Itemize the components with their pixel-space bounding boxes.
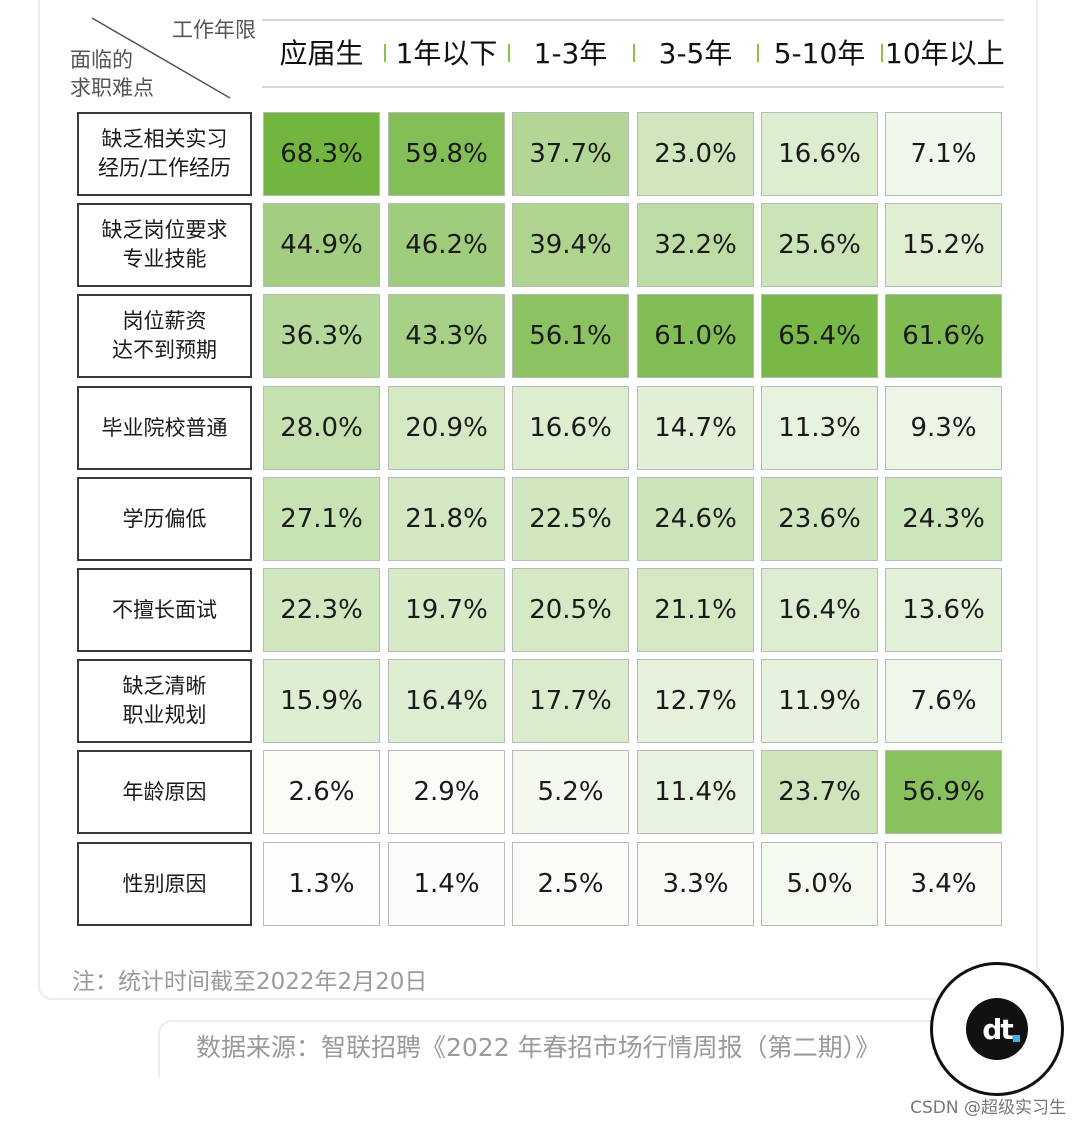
data-source: 数据来源：智联招聘《2022 年春招市场行情周报（第二期）》: [196, 1033, 881, 1062]
heatmap-cell: 46.2%: [388, 203, 505, 287]
column-header: 1-3年: [533, 37, 608, 70]
heatmap-cell: 15.2%: [885, 203, 1002, 287]
heatmap-cell: 24.6%: [637, 477, 754, 561]
heatmap-cell: 5.0%: [761, 842, 878, 926]
column-header: 应届生: [279, 37, 364, 70]
heatmap-cell: 15.9%: [263, 659, 380, 743]
logo-dot-icon: [1013, 1035, 1020, 1042]
heatmap-cell: 16.6%: [512, 386, 629, 470]
heatmap-cell: 11.3%: [761, 386, 878, 470]
corner-diagonal-line: [91, 17, 231, 99]
heatmap-cell: 36.3%: [263, 294, 380, 378]
card-frame: [38, 0, 1038, 1000]
heatmap-cell: 16.4%: [388, 659, 505, 743]
credit-text: CSDN @超级实习生: [910, 1098, 1066, 1118]
column-header: 10年以上: [885, 37, 1005, 70]
heatmap-cell: 56.1%: [512, 294, 629, 378]
heatmap-cell: 39.4%: [512, 203, 629, 287]
row-label: 缺乏相关实习 经历/工作经历: [77, 112, 252, 196]
heatmap-cell: 43.3%: [388, 294, 505, 378]
heatmap-cell: 22.3%: [263, 568, 380, 652]
heatmap-cell: 65.4%: [761, 294, 878, 378]
heatmap-cell: 23.0%: [637, 112, 754, 196]
heatmap-cell: 3.4%: [885, 842, 1002, 926]
heatmap-cell: 25.6%: [761, 203, 878, 287]
heatmap-cell: 3.3%: [637, 842, 754, 926]
heatmap-cell: 11.9%: [761, 659, 878, 743]
column-separator: [508, 44, 510, 62]
source-frame: [158, 1020, 1038, 1078]
heatmap-cell: 61.6%: [885, 294, 1002, 378]
corner-row-title: 面临的 求职难点: [70, 48, 154, 100]
logo-mark: dt: [966, 998, 1028, 1060]
heatmap-cell: 28.0%: [263, 386, 380, 470]
column-header: 3-5年: [658, 37, 733, 70]
heatmap-cell: 1.3%: [263, 842, 380, 926]
row-label: 缺乏清晰 职业规划: [77, 659, 252, 743]
row-label: 毕业院校普通: [77, 386, 252, 470]
heatmap-cell: 44.9%: [263, 203, 380, 287]
heatmap-cell: 68.3%: [263, 112, 380, 196]
row-label: 岗位薪资 达不到预期: [77, 294, 252, 378]
row-label: 学历偏低: [77, 477, 252, 561]
heatmap-cell: 20.5%: [512, 568, 629, 652]
heatmap-cell: 21.1%: [637, 568, 754, 652]
heatmap-cell: 56.9%: [885, 750, 1002, 834]
heatmap-cell: 27.1%: [263, 477, 380, 561]
column-separator: [384, 44, 386, 62]
heatmap-cell: 5.2%: [512, 750, 629, 834]
header-bottom-rule: [262, 86, 1004, 88]
heatmap-cell: 17.7%: [512, 659, 629, 743]
heatmap-cell: 61.0%: [637, 294, 754, 378]
corner-column-title: 工作年限: [172, 18, 256, 42]
heatmap-cell: 23.7%: [761, 750, 878, 834]
heatmap-cell: 2.9%: [388, 750, 505, 834]
column-header: 1年以下: [395, 37, 498, 70]
heatmap-cell: 12.7%: [637, 659, 754, 743]
heatmap-cell: 22.5%: [512, 477, 629, 561]
heatmap-cell: 16.6%: [761, 112, 878, 196]
corner-header: 工作年限 面临的 求职难点: [70, 12, 256, 100]
row-label: 年龄原因: [77, 750, 252, 834]
heatmap-cell: 20.9%: [388, 386, 505, 470]
heatmap-cell: 11.4%: [637, 750, 754, 834]
column-separator: [881, 44, 883, 62]
heatmap-cell: 32.2%: [637, 203, 754, 287]
heatmap-cell: 21.8%: [388, 477, 505, 561]
heatmap-cell: 19.7%: [388, 568, 505, 652]
heatmap-cell: 16.4%: [761, 568, 878, 652]
footnote: 注：统计时间截至2022年2月20日: [72, 969, 428, 995]
header-top-rule: [262, 19, 1004, 21]
row-label: 性别原因: [77, 842, 252, 926]
column-separator: [633, 44, 635, 62]
column-header: 5-10年: [773, 37, 866, 70]
heatmap-cell: 1.4%: [388, 842, 505, 926]
heatmap-cell: 7.1%: [885, 112, 1002, 196]
heatmap-cell: 37.7%: [512, 112, 629, 196]
heatmap-cell: 7.6%: [885, 659, 1002, 743]
heatmap-cell: 9.3%: [885, 386, 1002, 470]
column-separator: [757, 44, 759, 62]
heatmap-cell: 23.6%: [761, 477, 878, 561]
heatmap-cell: 59.8%: [388, 112, 505, 196]
row-label: 不擅长面试: [77, 568, 252, 652]
heatmap-cell: 24.3%: [885, 477, 1002, 561]
row-label: 缺乏岗位要求 专业技能: [77, 203, 252, 287]
heatmap-cell: 2.6%: [263, 750, 380, 834]
heatmap-cell: 14.7%: [637, 386, 754, 470]
heatmap-cell: 13.6%: [885, 568, 1002, 652]
heatmap-cell: 2.5%: [512, 842, 629, 926]
